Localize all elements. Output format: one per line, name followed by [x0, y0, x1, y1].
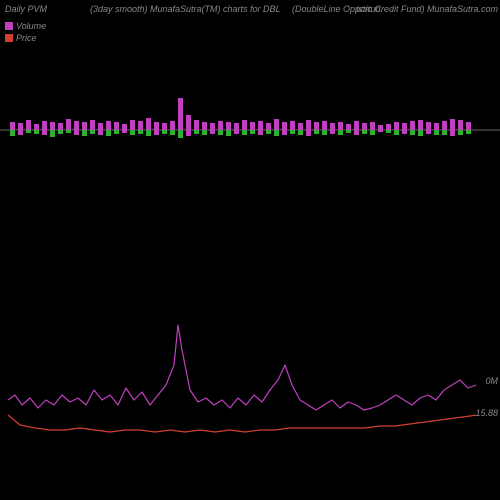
legend-label-price: Price	[16, 33, 37, 43]
title-center-left: (3day smooth) MunafaSutra(TM) charts for…	[90, 4, 281, 14]
title-left: Daily PVM	[5, 4, 47, 14]
price-volume-line-chart: 0M 15.88	[0, 280, 500, 460]
title-right: istic Credit Fund) MunafaSutra.com	[356, 4, 498, 14]
chart-container: Daily PVM (3day smooth) MunafaSutra(TM) …	[0, 0, 500, 500]
volume-svg	[0, 80, 500, 140]
legend-item-price: Price	[5, 32, 46, 44]
price-end-label: 15.88	[475, 408, 498, 418]
legend-label-volume: Volume	[16, 21, 46, 31]
legend-swatch-volume	[5, 22, 13, 30]
chart-header: Daily PVM (3day smooth) MunafaSutra(TM) …	[0, 0, 500, 40]
line-svg	[0, 280, 500, 460]
volume-bar-chart	[0, 80, 500, 140]
legend-item-volume: Volume	[5, 20, 46, 32]
volume-end-label: 0M	[485, 376, 498, 386]
legend-swatch-price	[5, 34, 13, 42]
legend: Volume Price	[5, 20, 46, 44]
